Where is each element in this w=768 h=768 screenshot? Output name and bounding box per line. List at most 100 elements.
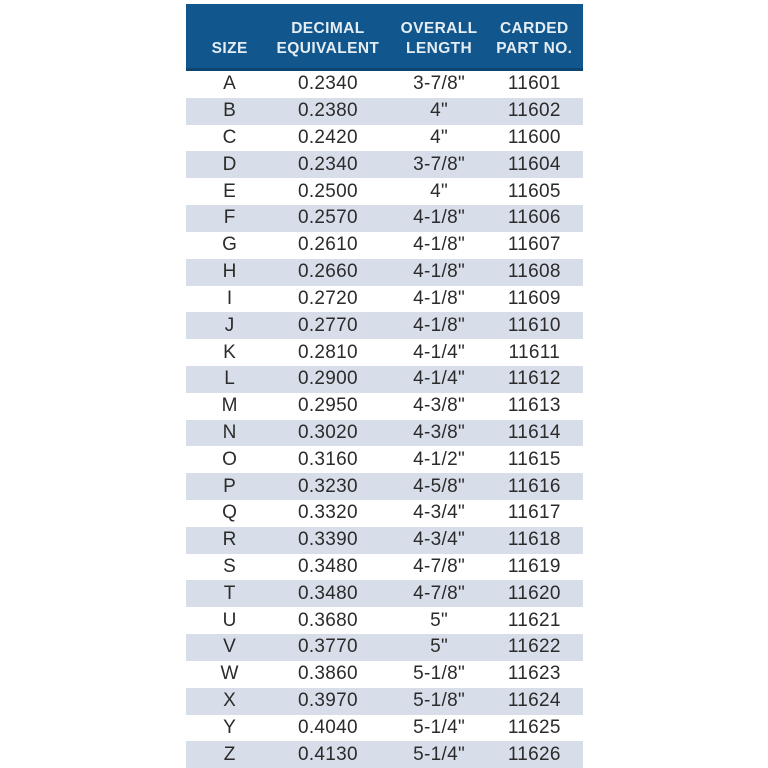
length-cell: 4-1/2" <box>413 448 465 470</box>
part-cell: 11601 <box>507 73 561 95</box>
size-cell: T <box>223 582 236 604</box>
decimal-cell: 0.3320 <box>297 502 358 524</box>
part-cell: 11605 <box>507 180 561 202</box>
length-cell: 4" <box>430 127 449 149</box>
size-cell: E <box>223 180 237 202</box>
table-row: F 0.2570 4-1/8" 11606 <box>186 205 583 232</box>
part-cell: 11608 <box>507 261 561 283</box>
table-row: P 0.3230 4-5/8" 11616 <box>186 473 583 500</box>
table-row: S 0.3480 4-7/8" 11619 <box>186 553 583 581</box>
part-cell: 11611 <box>508 341 561 363</box>
decimal-cell: 0.3480 <box>297 582 358 604</box>
decimal-cell: 0.3230 <box>297 475 358 497</box>
drill-size-spec-table: SIZE DECIMAL EQUIVALENT OVERALL LENGTH C… <box>186 4 583 768</box>
decimal-cell: 0.3860 <box>297 663 358 685</box>
table-row: H 0.2660 4-1/8" 11608 <box>186 258 583 286</box>
length-cell: 5" <box>430 609 449 631</box>
part-cell: 11600 <box>507 127 561 149</box>
table-row: G 0.2610 4-1/8" 11607 <box>186 231 583 259</box>
size-cell: Q <box>222 502 238 524</box>
size-cell: B <box>223 100 237 122</box>
length-cell: 3-7/8" <box>413 153 465 175</box>
table-row: D 0.2340 3-7/8" 11604 <box>186 151 583 179</box>
table-row: C 0.2420 4" 11600 <box>186 124 583 152</box>
decimal-cell: 0.2340 <box>297 73 358 95</box>
table-row: E 0.2500 4" 11605 <box>186 178 583 206</box>
decimal-cell: 0.3020 <box>297 421 358 443</box>
size-cell: F <box>223 207 236 229</box>
table-body: A 0.2340 3-7/8" 11601 B 0.2380 4" 11602 C 0.2420 4… <box>186 71 583 768</box>
size-cell: I <box>226 287 233 309</box>
decimal-cell: 0.2950 <box>297 395 358 417</box>
decimal-cell: 0.2380 <box>297 100 358 122</box>
length-cell: 5-1/4" <box>413 716 465 738</box>
part-cell: 11620 <box>507 582 561 604</box>
part-cell: 11616 <box>507 475 561 497</box>
decimal-cell: 0.3770 <box>297 636 358 658</box>
part-cell: 11604 <box>507 153 561 175</box>
length-cell: 4" <box>430 180 449 202</box>
decimal-cell: 0.2900 <box>297 368 358 390</box>
table-row: Z 0.4130 5-1/4" 11626 <box>186 741 583 768</box>
decimal-cell: 0.2500 <box>297 180 358 202</box>
part-cell: 11606 <box>507 207 561 229</box>
length-cell: 4-3/8" <box>413 395 465 417</box>
decimal-cell: 0.3480 <box>297 556 358 578</box>
table-row: R 0.3390 4-3/4" 11618 <box>186 526 583 554</box>
size-cell: A <box>223 73 237 95</box>
size-cell: H <box>222 261 237 283</box>
decimal-cell: 0.2660 <box>297 261 358 283</box>
part-cell: 11615 <box>507 448 561 470</box>
decimal-cell: 0.2770 <box>297 314 358 336</box>
size-cell: W <box>220 663 239 685</box>
part-cell: 11623 <box>507 663 561 685</box>
length-cell: 4-7/8" <box>413 556 465 578</box>
table-row: W 0.3860 5-1/8" 11623 <box>186 660 583 688</box>
header-cell-decimal-equivalent: DECIMAL EQUIVALENT <box>276 19 380 57</box>
part-cell: 11621 <box>507 609 561 631</box>
size-cell: J <box>224 314 235 336</box>
size-cell: Z <box>223 743 236 765</box>
table-row: K 0.2810 4-1/4" 11611 <box>186 339 583 366</box>
table-row: Y 0.4040 5-1/4" 11625 <box>186 714 583 742</box>
decimal-cell: 0.3680 <box>297 609 358 631</box>
table-row: A 0.2340 3-7/8" 11601 <box>186 71 583 98</box>
length-cell: 5-1/8" <box>413 690 465 712</box>
decimal-cell: 0.2340 <box>297 153 358 175</box>
length-cell: 4-1/8" <box>413 234 465 256</box>
size-cell: G <box>222 234 238 256</box>
part-cell: 11626 <box>507 743 561 765</box>
table-row: M 0.2950 4-3/8" 11613 <box>186 392 583 420</box>
table-row: T 0.3480 4-7/8" 11620 <box>186 580 583 608</box>
table-row: V 0.3770 5" 11622 <box>186 634 583 661</box>
length-cell: 5" <box>430 636 449 658</box>
table-row: O 0.3160 4-1/2" 11615 <box>186 446 583 474</box>
size-cell: U <box>222 609 237 631</box>
table-row: L 0.2900 4-1/4" 11612 <box>186 365 583 393</box>
decimal-cell: 0.3160 <box>297 448 358 470</box>
decimal-cell: 0.2720 <box>297 287 358 309</box>
part-cell: 11610 <box>507 314 561 336</box>
length-cell: 4-1/4" <box>413 368 465 390</box>
length-cell: 4-1/8" <box>413 261 465 283</box>
part-cell: 11614 <box>507 421 561 443</box>
size-cell: X <box>223 690 237 712</box>
table-row: U 0.3680 5" 11621 <box>186 607 583 635</box>
size-cell: V <box>223 636 237 658</box>
length-cell: 4-5/8" <box>413 475 465 497</box>
header-cell-size: SIZE <box>211 39 248 57</box>
size-cell: S <box>223 556 237 578</box>
size-cell: K <box>223 341 237 363</box>
table-row: Q 0.3320 4-3/4" 11617 <box>186 500 583 527</box>
header-cell-carded-part-no: CARDED PART NO. <box>496 19 573 57</box>
part-cell: 11619 <box>507 556 561 578</box>
part-cell: 11602 <box>507 100 561 122</box>
length-cell: 4-7/8" <box>413 582 465 604</box>
decimal-cell: 0.3970 <box>297 690 358 712</box>
table-row: I 0.2720 4-1/8" 11609 <box>186 285 583 313</box>
size-cell: M <box>221 395 238 417</box>
size-cell: O <box>222 448 238 470</box>
size-cell: N <box>222 421 237 443</box>
length-cell: 4-1/8" <box>413 207 465 229</box>
length-cell: 4" <box>430 100 449 122</box>
